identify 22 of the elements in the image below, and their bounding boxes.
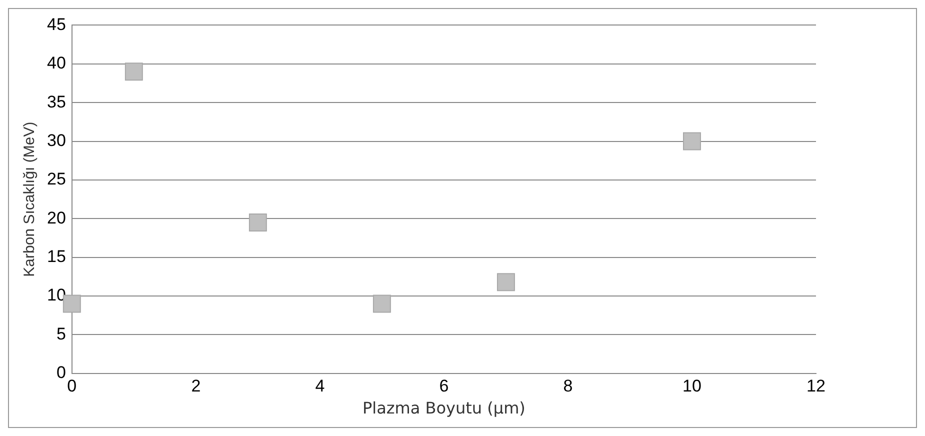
- y-tick-label: 25: [46, 170, 66, 189]
- point: [124, 62, 143, 81]
- x-tick-label: 10: [682, 376, 702, 396]
- x-axis-title: Plazma Boyutu (μm): [362, 398, 526, 418]
- y-tick-label: 15: [46, 247, 66, 266]
- point: [248, 214, 267, 232]
- y-tick-label: 5: [56, 324, 66, 344]
- x-tick-label: 2: [191, 376, 201, 396]
- y-tick-label: 30: [46, 130, 66, 150]
- y-axis-title: Karbon Sıcaklığı (MeV): [21, 122, 38, 277]
- point: [496, 273, 515, 292]
- y-tick-label: 35: [46, 92, 66, 112]
- x-tick-label: 8: [563, 376, 573, 396]
- y-tick-label: 40: [46, 54, 66, 73]
- point: [683, 132, 701, 150]
- x-tick-label: 6: [439, 376, 449, 396]
- x-tick-label: 4: [315, 376, 325, 396]
- x-tick-label: 12: [806, 376, 826, 396]
- y-tick-label: 20: [46, 208, 66, 228]
- y-tick-label: 0: [56, 363, 66, 382]
- point: [372, 294, 391, 313]
- y-tick-label: 45: [46, 14, 66, 34]
